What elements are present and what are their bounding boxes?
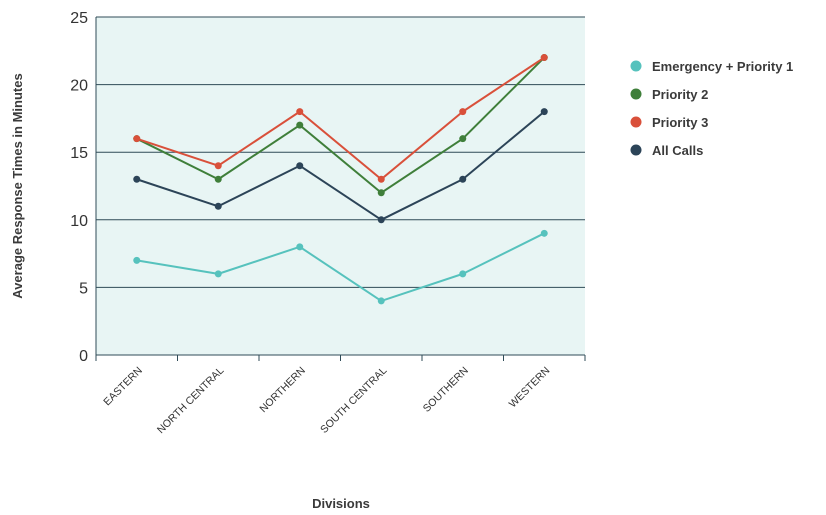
data-point — [377, 189, 385, 197]
data-point — [214, 202, 222, 210]
y-tick-label: 10 — [70, 213, 88, 230]
data-point — [214, 162, 222, 170]
x-tick-label: NORTHERN — [257, 365, 307, 415]
series-line — [136, 110, 545, 221]
data-point — [214, 175, 222, 183]
data-point — [296, 121, 304, 129]
legend-label: Priority 2 — [652, 87, 708, 102]
y-tick-label: 20 — [70, 78, 88, 95]
data-point — [296, 243, 304, 251]
data-point — [540, 54, 548, 62]
x-tick-label: WESTERN — [507, 365, 553, 411]
legend: Emergency + Priority 1 Priority 2 Priority… — [630, 59, 793, 158]
legend-marker — [630, 88, 642, 100]
data-point — [377, 297, 385, 305]
series-line — [136, 56, 545, 194]
y-tick-label: 5 — [79, 280, 88, 297]
legend-marker — [630, 144, 642, 156]
legend-label: All Calls — [652, 143, 703, 158]
data-point — [296, 108, 304, 116]
x-tick-label: NORTH CENTRAL — [155, 365, 227, 437]
series-lines — [133, 54, 548, 305]
legend-label: Emergency + Priority 1 — [652, 59, 793, 74]
legend-label: Priority 3 — [652, 115, 708, 130]
data-point — [459, 135, 467, 143]
plot-area — [96, 17, 585, 355]
y-tick-label: 15 — [70, 145, 88, 162]
data-point — [377, 175, 385, 183]
series-line — [136, 56, 545, 181]
data-point — [133, 256, 141, 264]
x-axis-title: Divisions — [312, 496, 370, 510]
legend-marker — [630, 60, 642, 72]
data-point — [133, 175, 141, 183]
data-point — [377, 216, 385, 224]
x-tick-label: SOUTH CENTRAL — [318, 365, 389, 436]
data-point — [296, 162, 304, 170]
y-tick-label: 0 — [79, 348, 88, 365]
series-line — [136, 232, 545, 302]
data-point — [459, 108, 467, 116]
legend-marker — [630, 116, 642, 128]
x-tick-label: SOUTHERN — [421, 365, 471, 415]
y-axis-title: Average Response Times in Minutes — [10, 73, 25, 298]
data-point — [214, 270, 222, 278]
data-point — [459, 270, 467, 278]
x-tick-label: EASTERN — [101, 365, 145, 409]
data-point — [133, 135, 141, 143]
data-point — [459, 175, 467, 183]
y-tick-label: 25 — [70, 10, 88, 27]
data-point — [540, 229, 548, 237]
data-point — [540, 108, 548, 116]
